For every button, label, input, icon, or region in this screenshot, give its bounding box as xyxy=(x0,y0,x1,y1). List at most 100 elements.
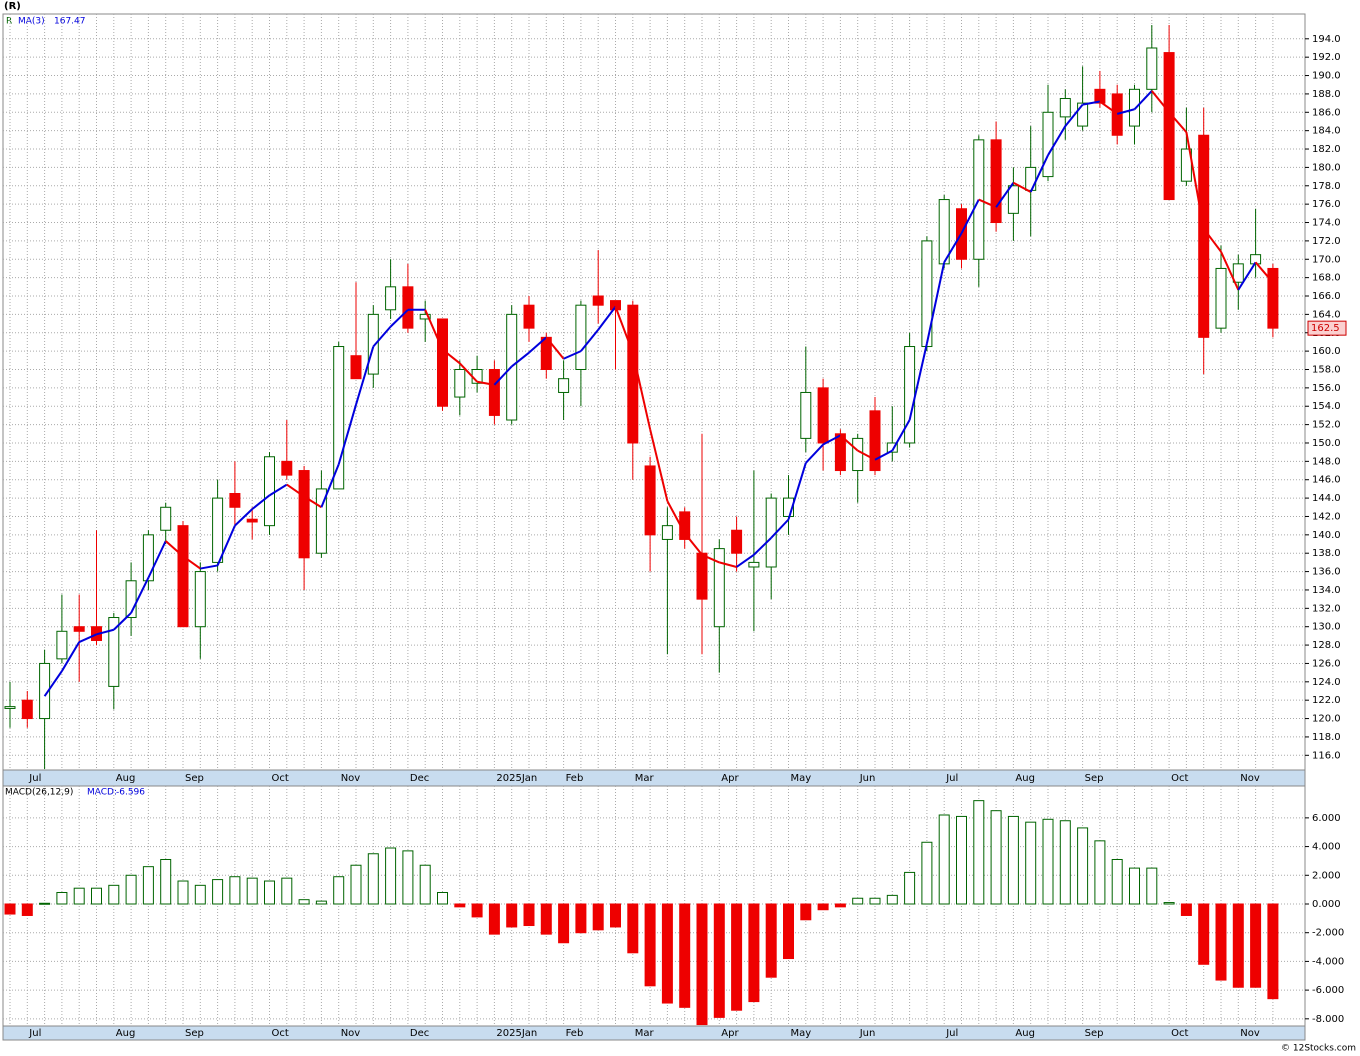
candle-body xyxy=(264,456,275,527)
ma-segment xyxy=(1064,104,1084,127)
candle-body xyxy=(1094,88,1106,104)
y-tick-label: 134.0 xyxy=(1312,585,1341,596)
x-tick-label: Jun xyxy=(859,1028,876,1039)
macd-bar xyxy=(1094,840,1106,905)
macd-bar xyxy=(540,903,552,935)
macd-bar xyxy=(661,903,673,1004)
y-tick-label: -6.000 xyxy=(1312,985,1344,996)
ma-segment xyxy=(822,434,841,446)
macd-bar xyxy=(264,880,275,905)
ma-segment xyxy=(113,612,132,631)
ma-segment xyxy=(1029,154,1049,193)
macd-bar xyxy=(333,876,345,905)
ma-segment xyxy=(43,670,63,697)
ma-segment xyxy=(614,306,634,354)
candle-body xyxy=(298,470,310,559)
candle-body xyxy=(1267,267,1279,329)
y-tick-label: 130.0 xyxy=(1312,622,1341,633)
ma-segment xyxy=(857,449,876,461)
y-tick-label: 184.0 xyxy=(1312,126,1341,137)
candle-body xyxy=(904,346,916,444)
y-tick-label: 128.0 xyxy=(1312,640,1341,651)
macd-bar xyxy=(627,903,639,954)
ma-segment xyxy=(320,464,340,508)
macd-bar xyxy=(852,897,864,905)
macd-bar xyxy=(367,853,379,905)
candle-body xyxy=(765,497,777,568)
x-tick-label: Apr xyxy=(721,1028,739,1039)
macd-bar xyxy=(194,884,206,905)
ma-segment xyxy=(1185,132,1205,229)
macd-bar xyxy=(142,866,154,905)
x-tick-label: Oct xyxy=(272,1028,289,1039)
candle-body xyxy=(1077,102,1089,127)
y-tick-label: 118.0 xyxy=(1312,732,1341,743)
macd-bar xyxy=(1059,820,1071,905)
y-tick-label: 2.000 xyxy=(1312,870,1341,881)
ma-segment xyxy=(597,306,617,331)
macd-bar xyxy=(610,903,621,928)
candle-body xyxy=(402,286,414,329)
ma-segment xyxy=(1082,100,1101,106)
ma-segment xyxy=(545,336,565,360)
y-tick-label: 120.0 xyxy=(1312,714,1341,725)
ma-segment xyxy=(1012,181,1032,193)
macd-bar xyxy=(558,903,570,944)
candle-body xyxy=(748,561,760,568)
candle-body xyxy=(713,548,725,628)
candle-body xyxy=(575,304,587,370)
macd-bar xyxy=(1215,903,1227,981)
macd-bar xyxy=(765,903,777,978)
macd-bar xyxy=(1146,867,1158,905)
x-tick-label: Sep xyxy=(1085,773,1104,784)
ma-segment xyxy=(459,362,478,383)
y-tick-label: 126.0 xyxy=(1312,658,1341,669)
candle-body xyxy=(437,318,448,407)
y-tick-label: 136.0 xyxy=(1312,567,1341,578)
macd-bar xyxy=(696,903,708,1026)
ma-segment xyxy=(1237,261,1257,291)
candle-body xyxy=(1146,47,1158,90)
ma-segment xyxy=(925,262,946,344)
macd-bar xyxy=(800,903,812,921)
macd-bar xyxy=(454,903,466,908)
macd-bar xyxy=(1077,827,1089,905)
price-tag-label: 162.5 xyxy=(1311,323,1340,334)
macd-bar xyxy=(108,884,120,905)
candle-body xyxy=(1129,88,1140,127)
candle-body xyxy=(886,442,898,453)
macd-bar xyxy=(869,897,881,905)
x-tick-label: Apr xyxy=(721,773,739,784)
candle-body xyxy=(385,286,397,311)
candle-body xyxy=(592,295,604,306)
ma-segment xyxy=(424,309,444,350)
candle-body xyxy=(1198,134,1210,338)
macd-bar xyxy=(298,899,310,905)
x-tick-label: May xyxy=(791,1028,812,1039)
ma-segment xyxy=(528,336,547,354)
candle-body xyxy=(1111,93,1123,136)
candle-body xyxy=(281,460,293,476)
ma-segment xyxy=(908,343,928,421)
ma-segment xyxy=(960,199,980,234)
ma-segment xyxy=(1202,228,1222,253)
y-tick-label: 192.0 xyxy=(1312,52,1341,63)
candle-body xyxy=(990,139,1002,224)
y-tick-label: 164.0 xyxy=(1312,309,1341,320)
x-tick-label: Jul xyxy=(28,1028,41,1039)
candle-body xyxy=(834,433,846,472)
x-tick-label: Oct xyxy=(1171,1028,1188,1039)
macd-bar xyxy=(1232,903,1244,988)
candle-body xyxy=(1042,111,1054,178)
y-tick-label: 122.0 xyxy=(1312,695,1341,706)
y-tick-label: 148.0 xyxy=(1312,456,1341,467)
ma-segment xyxy=(200,564,218,570)
y-tick-label: 194.0 xyxy=(1312,34,1341,45)
ma-segment xyxy=(389,309,409,328)
candle-body xyxy=(56,630,68,660)
x-tick-label: Jul xyxy=(945,1028,958,1039)
candle-body xyxy=(661,525,673,540)
macd-bar xyxy=(39,902,51,905)
ma-segment xyxy=(1151,90,1170,113)
